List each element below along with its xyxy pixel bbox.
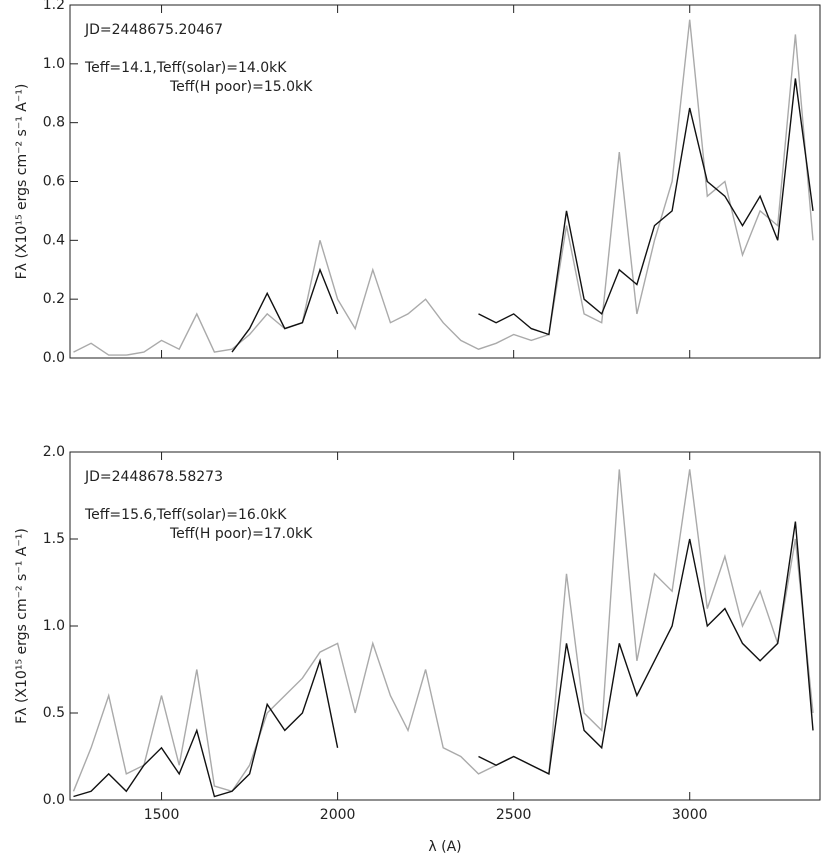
spectrum-line [73, 19, 814, 356]
y-tick-label: 0.6 [43, 174, 65, 190]
annotation: Teff(H poor)=15.0kK [169, 79, 313, 95]
x-tick-label: 3000 [672, 807, 708, 823]
x-tick-label: 2000 [320, 807, 356, 823]
spectrum-line [73, 521, 814, 798]
y-axis-label: Fλ (X10¹⁵ ergs cm⁻² s⁻¹ A⁻¹) [14, 528, 30, 724]
y-tick-label: 2.0 [43, 444, 65, 460]
x-axis-label: λ (A) [428, 839, 461, 855]
y-tick-label: 1.0 [43, 618, 65, 634]
annotation: JD=2448678.58273 [84, 469, 223, 485]
y-tick-label: 1.2 [43, 0, 65, 13]
x-tick-label: 2500 [496, 807, 532, 823]
y-tick-label: 0.0 [43, 792, 65, 808]
spectrum-line [72, 469, 814, 793]
y-tick-label: 1.5 [43, 531, 65, 547]
x-tick-label: 1500 [144, 807, 180, 823]
annotation: Teff=14.1,Teff(solar)=14.0kK [84, 60, 287, 76]
annotation: Teff(H poor)=17.0kK [169, 526, 313, 542]
y-tick-label: 0.0 [43, 350, 65, 366]
y-tick-label: 0.4 [43, 232, 65, 248]
y-tick-label: 0.5 [43, 705, 65, 721]
y-axis-label: Fλ (X10¹⁵ ergs cm⁻² s⁻¹ A⁻¹) [14, 84, 30, 280]
annotation: JD=2448675.20467 [84, 22, 223, 38]
y-tick-label: 1.0 [43, 56, 65, 72]
y-tick-label: 0.8 [43, 115, 65, 131]
spectrum-line [231, 78, 814, 353]
y-tick-label: 0.2 [43, 291, 65, 307]
annotation: Teff=15.6,Teff(solar)=16.0kK [84, 507, 287, 523]
